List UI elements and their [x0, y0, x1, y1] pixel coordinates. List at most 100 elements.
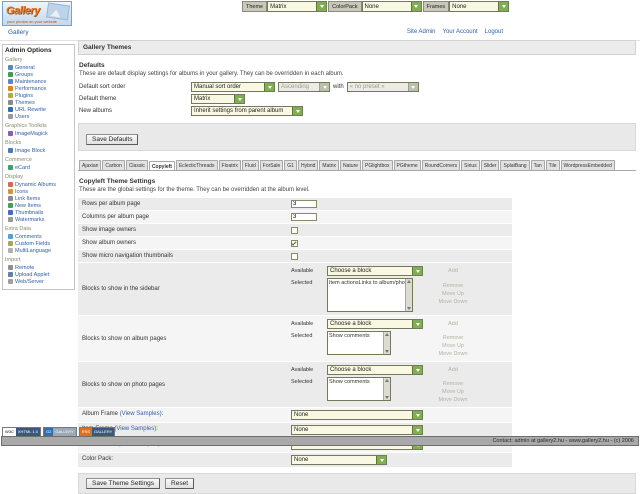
album-blocks-selected-list[interactable]: Show comments	[327, 331, 391, 355]
theme-tab[interactable]: Tan	[530, 160, 545, 170]
sidebar-blocks-add-action[interactable]: Add	[448, 268, 458, 274]
theme-tab[interactable]: Ajaxian	[79, 160, 102, 170]
theme-tab[interactable]: EclecticThreads	[175, 160, 218, 170]
scrollbar[interactable]	[405, 279, 412, 311]
photo-blocks-choose-select[interactable]: Choose a block	[327, 365, 423, 375]
save-defaults-button[interactable]: Save Defaults	[86, 134, 139, 145]
sidebar-blocks-remove-action[interactable]: Remove	[442, 283, 464, 289]
sidebar-item[interactable]: Image Block	[5, 147, 73, 154]
photo-blocks-move-down-action[interactable]: Move Down	[438, 397, 468, 403]
default-theme-select[interactable]: Matrix	[191, 94, 245, 104]
theme-tab[interactable]: RoundCorners	[421, 160, 461, 170]
theme-tab[interactable]: Tile	[545, 160, 560, 170]
scroll-up-icon[interactable]	[385, 379, 389, 382]
sidebar-item[interactable]: Performance	[5, 85, 73, 92]
sidebar-item[interactable]: Plugins	[5, 92, 73, 99]
frames-select[interactable]: None	[449, 1, 510, 12]
default-sort-order-select[interactable]: Manual sort order	[191, 82, 275, 92]
theme-tab[interactable]: Carbon	[102, 160, 125, 170]
scroll-down-icon[interactable]	[407, 307, 411, 310]
sidebar-item[interactable]: Icons	[5, 188, 73, 195]
theme-select[interactable]: Matrix	[267, 1, 328, 12]
sidebar-item[interactable]: Upload Applet	[5, 271, 73, 278]
theme-tab[interactable]: ForSale	[259, 160, 284, 170]
list-item[interactable]: Show comments	[329, 333, 370, 339]
album-blocks-move-up-action[interactable]: Move Up	[441, 343, 464, 349]
sidebar-blocks-move-down-action[interactable]: Move Down	[438, 299, 468, 305]
sidebar-item[interactable]: Maintenance	[5, 78, 73, 85]
show-micro-navigation-thumbnails-checkbox[interactable]	[291, 252, 298, 260]
theme-tab[interactable]: SplatBang	[500, 160, 530, 170]
theme-tab[interactable]: WordpressEmbedded	[560, 160, 615, 170]
theme-tab[interactable]: PGlightbox	[362, 160, 393, 170]
album-blocks-move-down-action[interactable]: Move Down	[438, 351, 468, 357]
theme-tab[interactable]: Matrix	[319, 160, 340, 170]
scrollbar[interactable]	[383, 378, 390, 400]
theme-tab[interactable]: G1	[284, 160, 297, 170]
sidebar-item[interactable]: New Items	[5, 202, 73, 209]
user-link[interactable]: Your Account	[442, 29, 478, 35]
photo-blocks-remove-action[interactable]: Remove	[442, 381, 464, 387]
sidebar-item[interactable]: Web/Server	[5, 278, 73, 285]
theme-tab[interactable]: Classic	[125, 160, 148, 170]
show-image-owners-checkbox[interactable]	[291, 226, 298, 234]
sidebar-blocks-selected-list[interactable]: Item actionsLinks to album/photo peersIm…	[327, 278, 413, 312]
photo-blocks-add-action[interactable]: Add	[448, 367, 458, 373]
theme-tab[interactable]: PGtheme	[393, 160, 421, 170]
sidebar-item[interactable]: Users	[5, 113, 73, 120]
color-pack-select[interactable]: None	[291, 455, 387, 465]
sidebar-blocks-move-up-action[interactable]: Move Up	[441, 291, 464, 297]
sidebar-item[interactable]: General	[5, 64, 73, 71]
photo-blocks-selected-list[interactable]: Show comments	[327, 377, 391, 401]
album-blocks-remove-action[interactable]: Remove	[442, 335, 464, 341]
sidebar-blocks-choose-select[interactable]: Choose a block	[327, 266, 423, 276]
breadcrumb-gallery-link[interactable]: Gallery	[8, 29, 29, 36]
reset-button[interactable]: Reset	[165, 478, 195, 489]
album-frame-select[interactable]: None	[291, 410, 423, 420]
footer-contact-text: Contact: admin at gallery2.hu - www.gall…	[492, 438, 634, 444]
theme-tab[interactable]: Sirius	[461, 160, 480, 170]
user-link[interactable]: Site Admin	[406, 29, 436, 35]
sidebar-item[interactable]: ImageMagick	[5, 130, 73, 137]
gallery-logo[interactable]: Gallery your photos on your website	[2, 1, 72, 26]
sidebar-item[interactable]: MultiLanguage	[5, 247, 73, 254]
sidebar-item[interactable]: Themes	[5, 99, 73, 106]
new-albums-select[interactable]: Inherit settings from parent album	[191, 106, 303, 116]
list-item[interactable]: Links to album/photo peers	[358, 280, 405, 286]
theme-tab[interactable]: Floatrix	[218, 160, 241, 170]
scrollbar[interactable]	[383, 332, 390, 354]
theme-tab[interactable]: Nature	[340, 160, 362, 170]
sidebar-item[interactable]: Dynamic Albums	[5, 181, 73, 188]
theme-tab[interactable]: Copyleft	[148, 161, 175, 170]
item-frame-select[interactable]: None	[291, 425, 423, 435]
sidebar-item[interactable]: Custom Fields	[5, 240, 73, 247]
user-link[interactable]: Logout	[484, 29, 503, 35]
sidebar-item[interactable]: Watermarks	[5, 216, 73, 223]
rows-per-album-page-input[interactable]	[291, 200, 317, 208]
theme-tab[interactable]: Fluid	[241, 160, 259, 170]
album-blocks-choose-select[interactable]: Choose a block	[327, 319, 423, 329]
sidebar-item[interactable]: Comments	[5, 233, 73, 240]
save-theme-settings-button[interactable]: Save Theme Settings	[86, 478, 161, 489]
colorpack-select[interactable]: None	[361, 1, 422, 12]
sidebar-item[interactable]: Remote	[5, 264, 73, 271]
list-item[interactable]: Show comments	[329, 379, 370, 385]
sidebar-item[interactable]: Thumbnails	[5, 209, 73, 216]
theme-tab[interactable]: Slider	[480, 160, 500, 170]
sidebar-item[interactable]: Groups	[5, 71, 73, 78]
item-frame-view-samples-link[interactable]: (View Samples)	[114, 426, 157, 432]
photo-blocks-move-up-action[interactable]: Move Up	[441, 389, 464, 395]
sidebar-item[interactable]: Link Items	[5, 195, 73, 202]
scroll-down-icon[interactable]	[385, 350, 389, 353]
scroll-up-icon[interactable]	[407, 280, 411, 283]
show-album-owners-checkbox[interactable]	[290, 239, 298, 247]
album-frame-view-samples-link[interactable]: (View Samples)	[119, 411, 162, 417]
sidebar-item[interactable]: URL Rewrite	[5, 106, 73, 113]
scroll-up-icon[interactable]	[385, 333, 389, 336]
list-item[interactable]: Item actions	[329, 280, 359, 286]
album-blocks-add-action[interactable]: Add	[448, 321, 458, 327]
sidebar-item[interactable]: eCard	[5, 164, 73, 171]
scroll-down-icon[interactable]	[385, 396, 389, 399]
theme-tab[interactable]: Hybrid	[297, 160, 319, 170]
columns-per-album-page-input[interactable]	[291, 213, 317, 221]
